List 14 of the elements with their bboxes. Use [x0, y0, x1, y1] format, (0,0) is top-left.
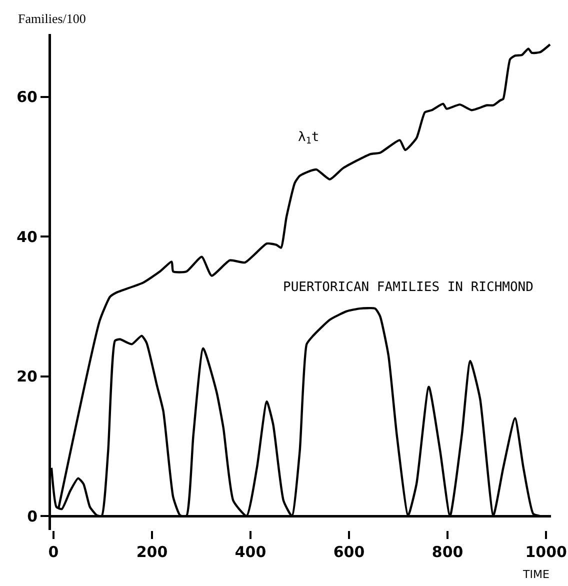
annotation: λ$_{1}$t	[298, 130, 320, 147]
y-tick-label: 20	[16, 368, 38, 386]
x-tick-label: 400	[234, 543, 266, 561]
x-tick-label: 600	[333, 543, 365, 561]
x-tick-label: 200	[136, 543, 168, 561]
x-tick-label: 1000	[525, 543, 567, 561]
x-axis-title: TIME	[522, 568, 550, 581]
y-axis-title: Families/100	[18, 11, 86, 26]
y-tick-label: 40	[16, 228, 38, 246]
y-tick-label: 0	[27, 507, 38, 526]
x-tick-label: 0	[48, 543, 59, 561]
annotation: PUERTORICAN FAMILIES IN RICHMOND	[283, 280, 534, 295]
x-tick-label: 800	[432, 543, 464, 561]
y-tick-label: 60	[16, 88, 38, 106]
